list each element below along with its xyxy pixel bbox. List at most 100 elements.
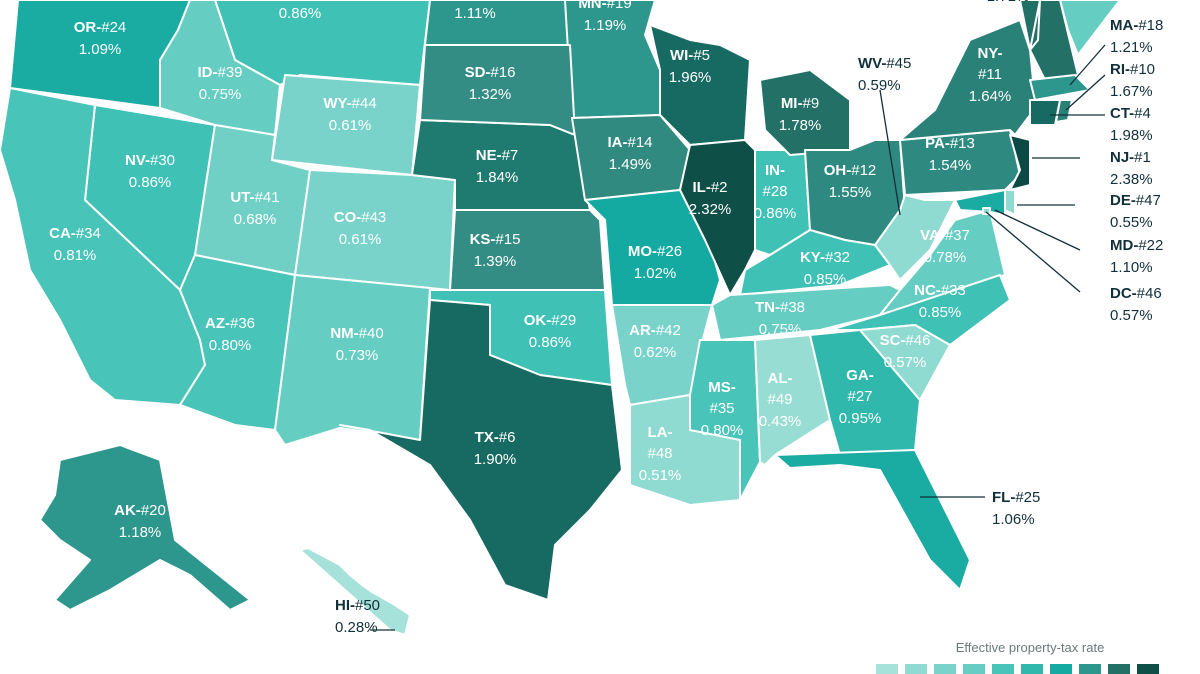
state-shape	[954, 189, 1006, 216]
state-code: FL-	[992, 489, 1015, 506]
state-rank: #19	[607, 0, 632, 12]
state-label: SD-#16	[465, 64, 516, 81]
state-code: SD-	[465, 64, 491, 81]
state-rate: 1.90%	[474, 451, 517, 468]
state-code: MN-	[578, 0, 606, 12]
state-rank: #14	[627, 134, 652, 151]
state-code: IA-	[607, 134, 627, 151]
state-code: NE-	[476, 147, 502, 164]
state-code: MA-	[1110, 17, 1138, 34]
state-rate: 1.10%	[1110, 259, 1153, 276]
state-rank: #12	[851, 162, 876, 179]
state-code: KY-	[800, 249, 825, 266]
state-rate: 1.21%	[1110, 39, 1153, 56]
state-rate: 0.86%	[129, 174, 172, 191]
state-code: MD-	[1110, 237, 1138, 254]
leader-line	[1069, 44, 1106, 86]
leader-line	[985, 211, 1081, 293]
state-rank: #32	[825, 249, 850, 266]
state-shape	[859, 324, 951, 401]
state-rank: #48	[647, 445, 672, 462]
state-code: MS-	[708, 379, 736, 396]
state-code: VA-	[920, 227, 945, 244]
state-rate: 1.39%	[474, 253, 517, 270]
state-rank: #9	[802, 95, 819, 112]
state-rate: 0.57%	[884, 354, 927, 371]
state-rate: 1.78%	[779, 117, 822, 134]
state-rate: 1.98%	[1110, 127, 1153, 144]
state-code: OH-	[824, 162, 852, 179]
state-rate: 1.96%	[669, 69, 712, 86]
state-rate: 1.32%	[469, 86, 512, 103]
state-shape	[424, 0, 571, 46]
state-rate: 0.95%	[839, 410, 882, 427]
state-code: TX-	[475, 429, 499, 446]
state-shape	[274, 274, 431, 446]
state-rate: 1.11%	[454, 5, 495, 22]
state-rate: 0.68%	[234, 211, 277, 228]
state-rate: 1.06%	[992, 511, 1035, 528]
state-rate: 0.61%	[339, 231, 382, 248]
state-shape	[0, 87, 206, 406]
state-label: WI-#5	[670, 47, 710, 64]
state-code: AK-	[114, 502, 141, 519]
state-rate: 1.49%	[609, 156, 652, 173]
state-rank: #30	[150, 152, 175, 169]
state-shape	[759, 69, 851, 156]
state-rank: #41	[255, 189, 280, 206]
state-label: OR-#24	[74, 19, 127, 36]
state-rate: 0.78%	[924, 249, 967, 266]
state-code: CA-	[49, 225, 76, 242]
state-label: MN-#19	[578, 0, 631, 12]
state-rank: #47	[1136, 192, 1161, 209]
state-shape	[39, 444, 251, 611]
state-code: LA-	[648, 424, 673, 441]
state-label: KY-#32	[800, 249, 850, 266]
state-label: OH-#12	[824, 162, 877, 179]
state-rate: 0.85%	[919, 304, 962, 321]
state-code: CO-	[334, 209, 362, 226]
state-rate: 0.55%	[1110, 214, 1153, 231]
state-label: NV-#30	[125, 152, 175, 169]
state-label: DC-#46	[1110, 285, 1162, 302]
state-rate: 0.75%	[759, 321, 802, 338]
state-rank: #10	[1130, 61, 1155, 78]
state-code: MI-	[781, 95, 803, 112]
state-code: NV-	[125, 152, 150, 169]
state-rate: 0.43%	[759, 413, 802, 430]
state-code: WY-	[323, 95, 351, 112]
state-label: IA-#14	[607, 134, 652, 151]
state-shape	[1009, 134, 1031, 191]
state-code: WI-	[670, 47, 693, 64]
state-code: KS-	[470, 231, 496, 248]
state-code: DE-	[1110, 192, 1136, 209]
state-shape	[1019, 0, 1079, 81]
state-shape	[1029, 74, 1091, 101]
state-rank: #5	[693, 47, 710, 64]
state-rank: #15	[495, 231, 520, 248]
state-rate: 0.75%	[199, 86, 242, 103]
state-rank: #11	[978, 66, 1002, 83]
state-code: RI-	[1110, 61, 1130, 78]
state-label: ID-#39	[197, 64, 242, 81]
state-label: TN-#38	[755, 299, 805, 316]
state-label: AZ-#36	[205, 315, 255, 332]
state-rate: 1.71%	[987, 0, 1030, 5]
state-rank: #50	[355, 597, 380, 614]
state-label: NJ-#1	[1110, 149, 1151, 166]
leader-line	[994, 209, 1081, 251]
state-rate: 2.38%	[1110, 171, 1153, 188]
state-code: AR-	[629, 322, 656, 339]
state-rank: #35	[709, 400, 734, 417]
state-rate: 1.64%	[969, 88, 1012, 105]
state-rank: #25	[1015, 489, 1040, 506]
state-label: HI-#50	[335, 597, 380, 614]
state-code: NY-	[977, 45, 1002, 62]
legend-scale	[876, 664, 1159, 674]
state-rate: 0.62%	[634, 344, 677, 361]
state-rank: #2	[711, 179, 728, 196]
state-label: CT-#4	[1110, 105, 1151, 122]
state-code: NM-	[330, 325, 358, 342]
state-label: MI-#9	[781, 95, 819, 112]
